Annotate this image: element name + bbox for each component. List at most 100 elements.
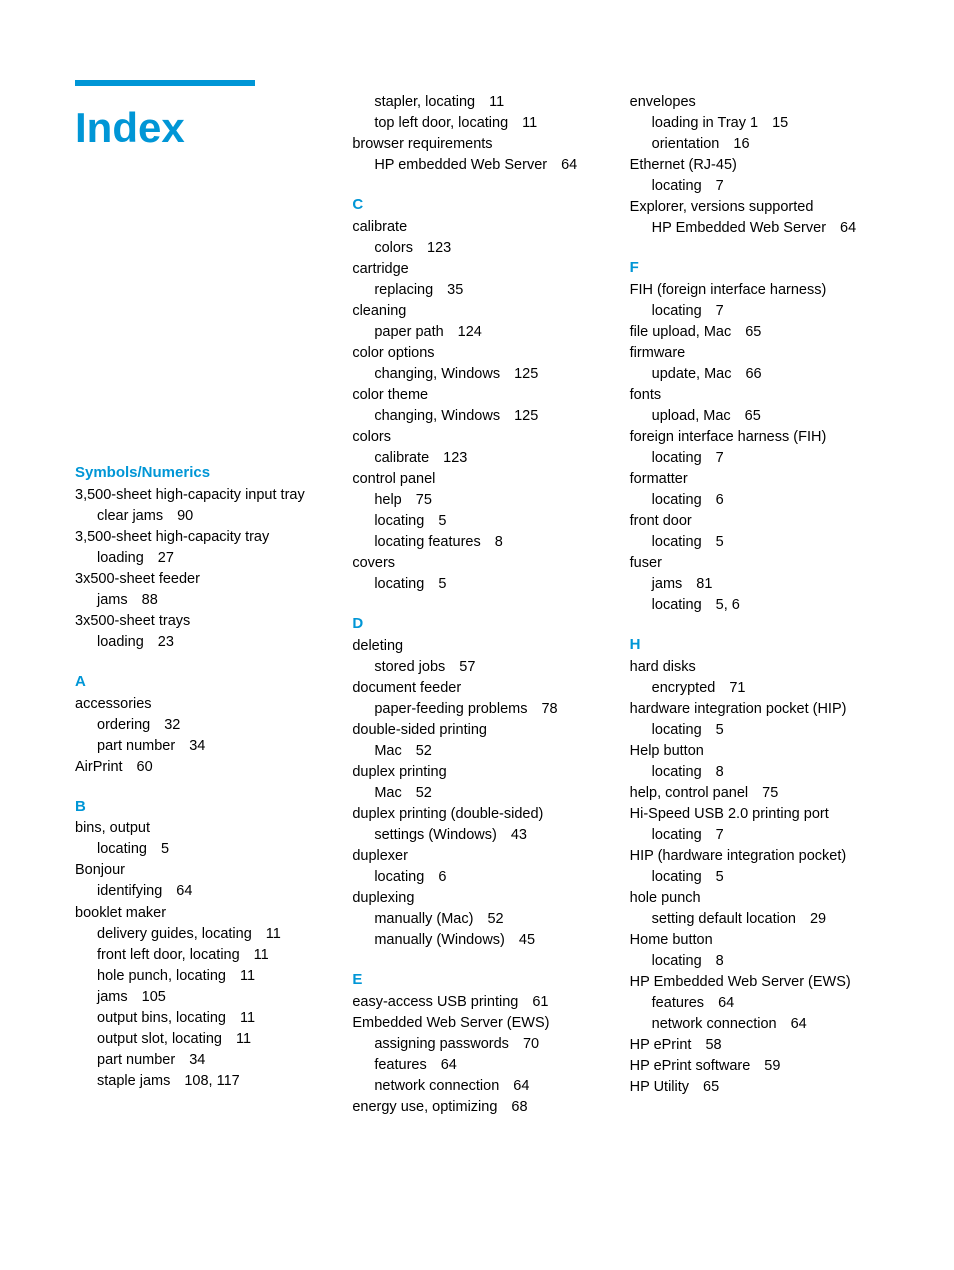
index-subentry: Mac52 bbox=[352, 783, 601, 804]
index-subentry: staple jams108, 117 bbox=[75, 1071, 324, 1092]
page-number: 34 bbox=[189, 1052, 205, 1068]
index-subentry: locating7 bbox=[630, 176, 879, 197]
entry-text: bins, output bbox=[75, 820, 150, 836]
index-subentry: manually (Windows)45 bbox=[352, 930, 601, 951]
entry-text: front door bbox=[630, 513, 692, 529]
index-entry: booklet maker bbox=[75, 903, 324, 924]
entry-text: hole punch, locating bbox=[97, 968, 226, 984]
section-head: F bbox=[630, 257, 879, 279]
entry-text: firmware bbox=[630, 345, 686, 361]
entry-text: accessories bbox=[75, 696, 152, 712]
index-entry: formatter bbox=[630, 469, 879, 490]
index-entry: 3,500-sheet high-capacity tray bbox=[75, 527, 324, 548]
entry-text: Mac bbox=[374, 743, 401, 759]
page-number: 57 bbox=[459, 659, 475, 675]
page-number: 5 bbox=[161, 841, 169, 857]
entry-text: 3x500-sheet feeder bbox=[75, 571, 200, 587]
entry-text: cleaning bbox=[352, 303, 406, 319]
page-number: 23 bbox=[158, 634, 174, 650]
index-subentry: setting default location29 bbox=[630, 909, 879, 930]
section-head: A bbox=[75, 671, 324, 693]
page-number: 70 bbox=[523, 1036, 539, 1052]
entry-text: calibrate bbox=[352, 219, 407, 235]
page-number: 8 bbox=[495, 534, 503, 550]
index-subentry: top left door, locating11 bbox=[352, 113, 601, 134]
page-number: 64 bbox=[513, 1078, 529, 1094]
index-subentry: locating5 bbox=[352, 511, 601, 532]
index-entry: Hi-Speed USB 2.0 printing port bbox=[630, 804, 879, 825]
page-number: 52 bbox=[416, 743, 432, 759]
entry-text: changing, Windows bbox=[374, 366, 500, 382]
entry-text: Ethernet (RJ-45) bbox=[630, 157, 737, 173]
index-subentry: HP Embedded Web Server64 bbox=[630, 218, 879, 239]
entry-text: network connection bbox=[652, 1016, 777, 1032]
index-subentry: locating8 bbox=[630, 762, 879, 783]
entry-text: easy-access USB printing bbox=[352, 994, 518, 1010]
page-number: 65 bbox=[703, 1079, 719, 1095]
index-entry: foreign interface harness (FIH) bbox=[630, 427, 879, 448]
index-entry: fuser bbox=[630, 553, 879, 574]
index-subentry: HP embedded Web Server64 bbox=[352, 155, 601, 176]
index-subentry: loading in Tray 115 bbox=[630, 113, 879, 134]
index-entry: Embedded Web Server (EWS) bbox=[352, 1013, 601, 1034]
entry-text: HP ePrint bbox=[630, 1037, 692, 1053]
index-entry: covers bbox=[352, 553, 601, 574]
entry-text: locating features bbox=[374, 534, 480, 550]
entry-text: FIH (foreign interface harness) bbox=[630, 282, 827, 298]
index-entry: AirPrint60 bbox=[75, 757, 324, 778]
page-number: 108, 117 bbox=[184, 1073, 239, 1089]
entry-text: paper path bbox=[374, 324, 443, 340]
page-number: 90 bbox=[177, 508, 193, 524]
index-entry: Home button bbox=[630, 930, 879, 951]
entry-text: top left door, locating bbox=[374, 115, 508, 131]
index-subentry: manually (Mac)52 bbox=[352, 909, 601, 930]
index-entry: firmware bbox=[630, 343, 879, 364]
entry-text: 3,500-sheet high-capacity tray bbox=[75, 529, 269, 545]
entry-text: delivery guides, locating bbox=[97, 926, 252, 942]
entry-text: double-sided printing bbox=[352, 722, 487, 738]
entry-text: locating bbox=[374, 869, 424, 885]
index-subentry: output slot, locating11 bbox=[75, 1029, 324, 1050]
page-number: 5 bbox=[438, 576, 446, 592]
page-number: 125 bbox=[514, 408, 538, 424]
index-entry: front door bbox=[630, 511, 879, 532]
entry-text: covers bbox=[352, 555, 395, 571]
index-subentry: locating5, 6 bbox=[630, 595, 879, 616]
index-entry: Ethernet (RJ-45) bbox=[630, 155, 879, 176]
page-number: 65 bbox=[745, 324, 761, 340]
index-entry: deleting bbox=[352, 636, 601, 657]
entry-text: 3x500-sheet trays bbox=[75, 613, 190, 629]
entry-text: locating bbox=[374, 513, 424, 529]
page-number: 65 bbox=[745, 408, 761, 424]
entry-text: Explorer, versions supported bbox=[630, 199, 814, 215]
entry-text: formatter bbox=[630, 471, 688, 487]
page-number: 52 bbox=[416, 785, 432, 801]
entry-text: output bins, locating bbox=[97, 1010, 226, 1026]
index-entry: 3,500-sheet high-capacity input tray bbox=[75, 485, 324, 506]
page-number: 7 bbox=[716, 450, 724, 466]
entry-text: locating bbox=[652, 534, 702, 550]
entry-text: changing, Windows bbox=[374, 408, 500, 424]
entry-text: Embedded Web Server (EWS) bbox=[352, 1015, 549, 1031]
index-entry: Bonjour bbox=[75, 860, 324, 881]
index-subentry: paper path 124 bbox=[352, 322, 601, 343]
entry-text: color options bbox=[352, 345, 434, 361]
index-subentry: locating7 bbox=[630, 301, 879, 322]
page-number: 123 bbox=[427, 240, 451, 256]
page-number: 75 bbox=[762, 785, 778, 801]
index-entry: colors bbox=[352, 427, 601, 448]
index-entry: double-sided printing bbox=[352, 720, 601, 741]
index-entry: 3x500-sheet feeder bbox=[75, 569, 324, 590]
page-number: 81 bbox=[696, 576, 712, 592]
entry-text: output slot, locating bbox=[97, 1031, 222, 1047]
index-subentry: clear jams90 bbox=[75, 506, 324, 527]
index-subentry: locating5 bbox=[352, 574, 601, 595]
index-entry: file upload, Mac65 bbox=[630, 322, 879, 343]
entry-text: part number bbox=[97, 738, 175, 754]
index-subentry: hole punch, locating11 bbox=[75, 966, 324, 987]
index-subentry: assigning passwords70 bbox=[352, 1034, 601, 1055]
page-number: 124 bbox=[458, 324, 482, 340]
entry-text: paper-feeding problems bbox=[374, 701, 527, 717]
page-number: 52 bbox=[487, 911, 503, 927]
page-number: 66 bbox=[745, 366, 761, 382]
